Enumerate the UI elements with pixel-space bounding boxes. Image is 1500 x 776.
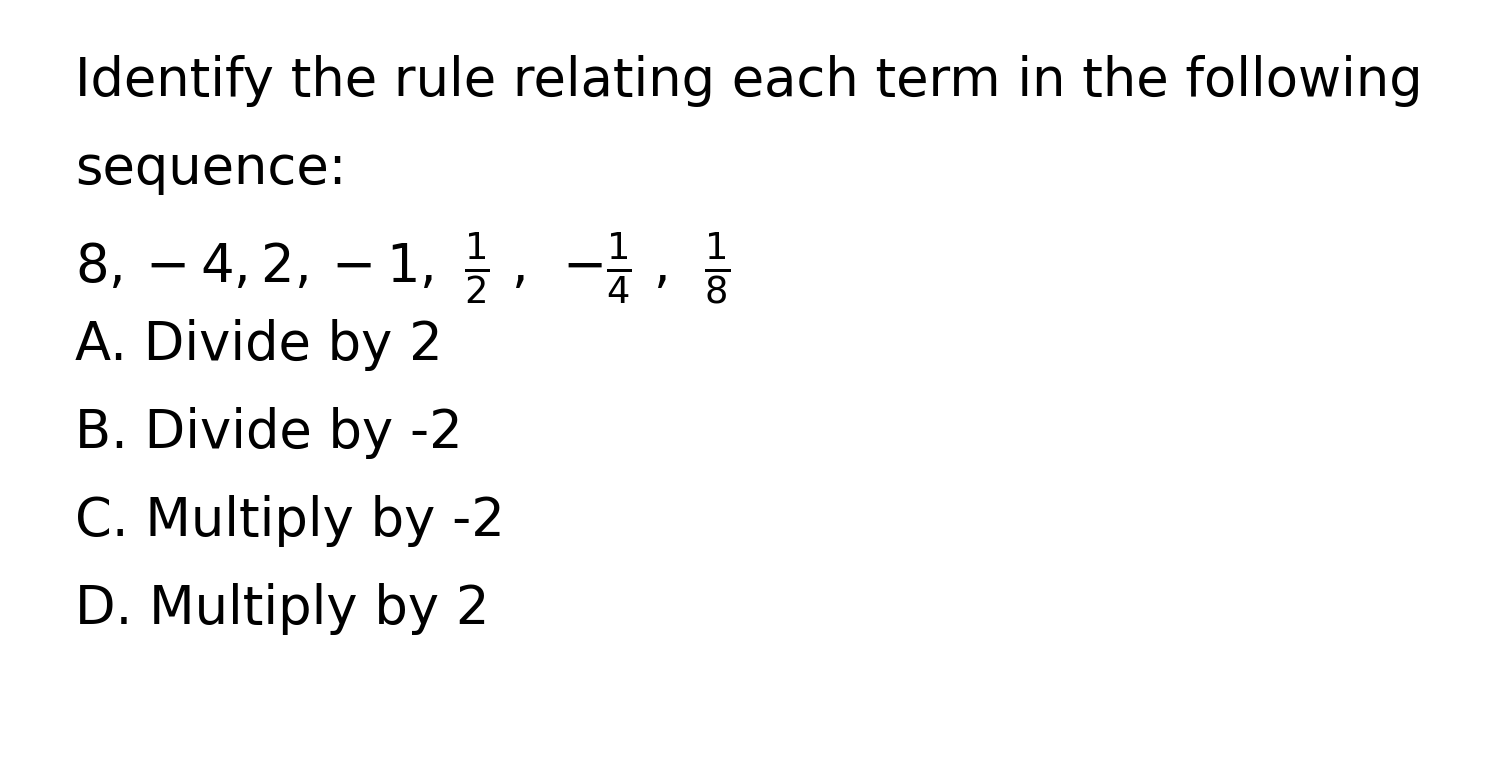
Text: $8, -4, 2, -1, \ \frac{1}{2}\ {,} \ \ {-}\frac{1}{4}\ {,} \ \ \frac{1}{8}$: $8, -4, 2, -1, \ \frac{1}{2}\ {,} \ \ {-… bbox=[75, 231, 730, 307]
Text: B. Divide by -2: B. Divide by -2 bbox=[75, 407, 462, 459]
Text: D. Multiply by 2: D. Multiply by 2 bbox=[75, 583, 489, 635]
Text: A. Divide by 2: A. Divide by 2 bbox=[75, 319, 442, 371]
Text: Identify the rule relating each term in the following: Identify the rule relating each term in … bbox=[75, 55, 1422, 107]
Text: C. Multiply by -2: C. Multiply by -2 bbox=[75, 495, 504, 547]
Text: sequence:: sequence: bbox=[75, 143, 346, 195]
